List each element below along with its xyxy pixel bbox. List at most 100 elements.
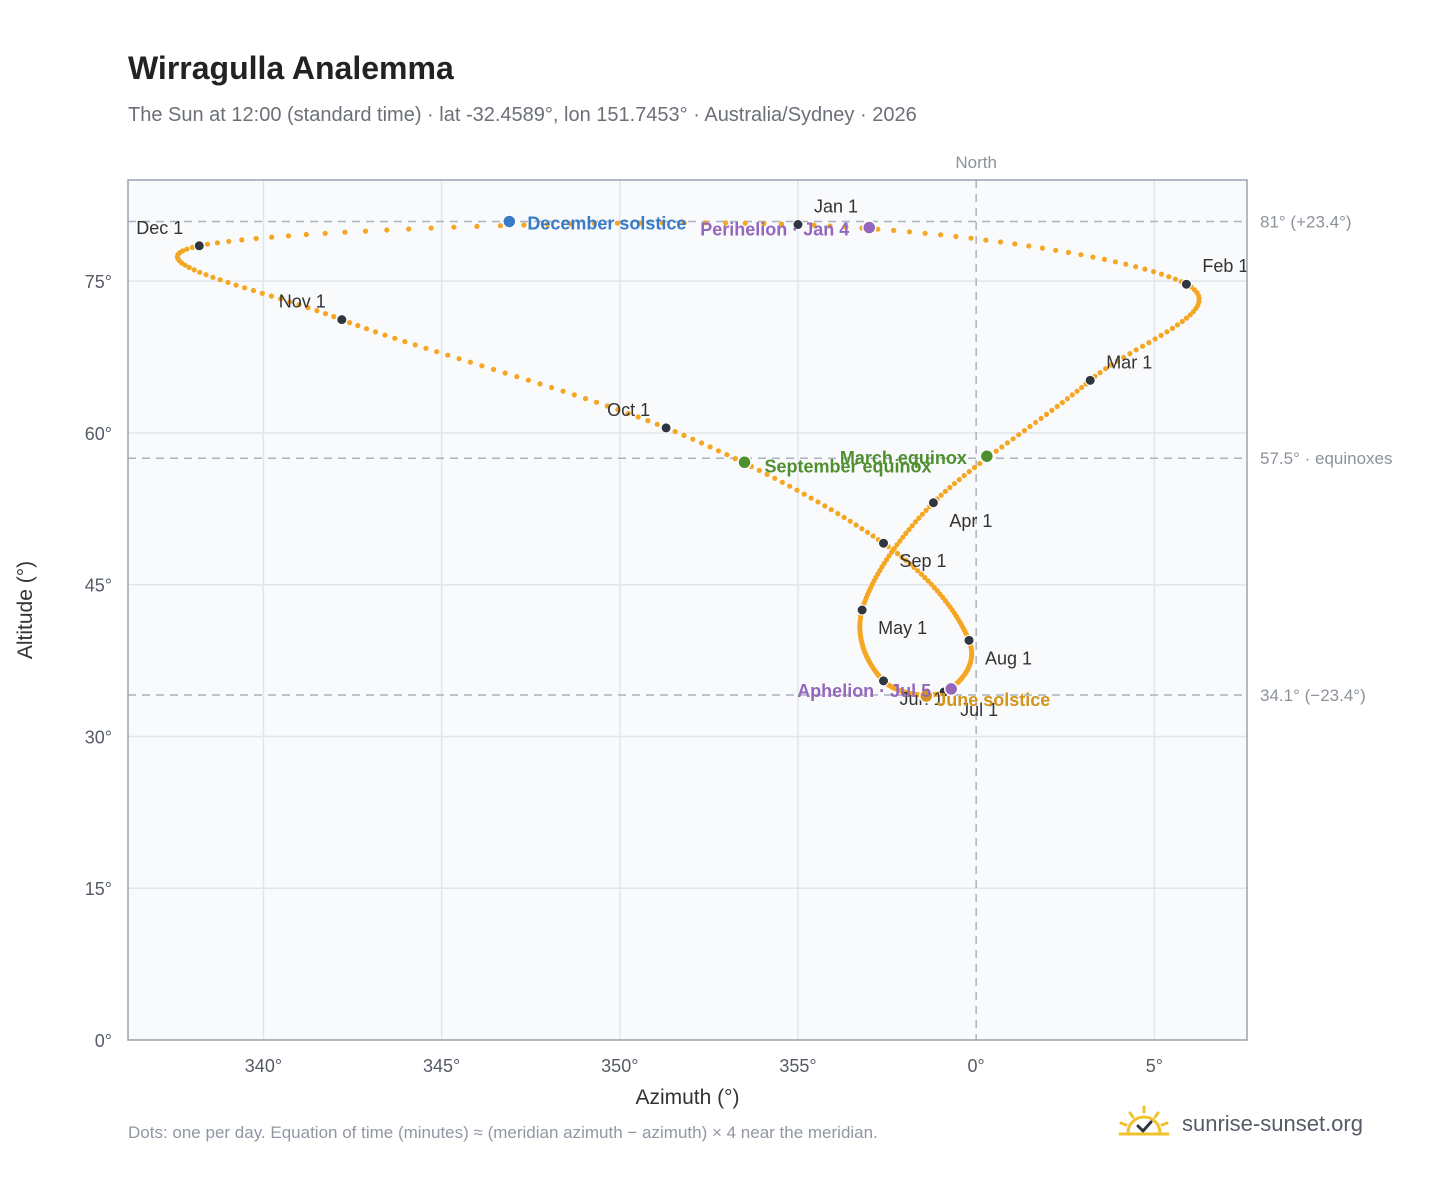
daily-dot [242, 285, 248, 291]
daily-dot [690, 436, 696, 442]
daily-dot [875, 226, 881, 232]
daily-dot [1074, 388, 1080, 394]
brand-name: sunrise-sunset.org [1182, 1111, 1363, 1136]
daily-dot [1112, 259, 1118, 265]
daily-dot [1090, 254, 1096, 260]
event-label: March equinox [840, 448, 967, 468]
daily-dot [903, 530, 909, 537]
reference-line-label: 81° (+23.4°) [1260, 212, 1352, 231]
daily-dot [843, 224, 849, 230]
daily-dot [1097, 370, 1103, 376]
daily-dot [983, 237, 989, 243]
daily-dot [815, 499, 821, 505]
daily-dot [1146, 340, 1152, 346]
daily-dot [226, 238, 232, 244]
daily-dot [204, 241, 211, 247]
daily-dot [925, 578, 931, 584]
daily-dot [1164, 329, 1170, 335]
daily-dot [593, 399, 600, 405]
daily-dot [1065, 249, 1072, 256]
daily-dot [382, 332, 388, 338]
daily-dot [392, 335, 398, 341]
daily-dot [1053, 247, 1059, 253]
daily-dot [521, 222, 527, 228]
daily-dot [1079, 384, 1085, 391]
daily-dot [406, 226, 412, 232]
daily-dot [314, 308, 320, 314]
footnote: Dots: one per day. Equation of time (min… [128, 1123, 878, 1142]
daily-dot [811, 222, 817, 228]
event-marker [737, 455, 752, 470]
month-marker [878, 537, 890, 549]
daily-dot [456, 356, 462, 362]
month-marker [660, 422, 672, 434]
daily-dot [544, 221, 551, 227]
event-marker [943, 681, 959, 697]
month-marker [193, 240, 205, 252]
daily-dot [778, 221, 785, 227]
daily-dot [968, 235, 974, 241]
month-label: Dec 1 [136, 218, 183, 238]
daily-dot [214, 240, 220, 246]
daily-dot [269, 234, 275, 240]
y-tick-label: 0° [95, 1031, 112, 1051]
daily-dot [1033, 419, 1039, 425]
daily-dot [938, 232, 944, 238]
y-tick-label: 15° [85, 879, 112, 899]
daily-dot [907, 561, 913, 567]
month-label: Sep 1 [900, 551, 947, 571]
month-label: Jul 1 [960, 700, 998, 720]
daily-dot [568, 221, 574, 227]
daily-dot [525, 377, 532, 383]
daily-dot [362, 228, 369, 234]
month-marker [856, 604, 868, 616]
daily-dot [1158, 332, 1164, 338]
daily-dot [1027, 423, 1033, 430]
y-tick-label: 30° [85, 727, 112, 747]
daily-dot [931, 585, 937, 591]
daily-dot [514, 374, 520, 380]
x-tick-label: 5° [1146, 1056, 1163, 1076]
daily-dot [916, 515, 922, 521]
daily-dot [384, 227, 390, 233]
reference-line-label: 57.5° · equinoxes [1260, 449, 1393, 468]
daily-dot [787, 483, 793, 489]
event-marker [919, 688, 934, 704]
daily-dot [654, 421, 660, 427]
brand[interactable]: sunrise-sunset.org [1118, 1102, 1363, 1146]
daily-dot [571, 392, 577, 398]
daily-dot [953, 233, 959, 240]
chart-title: Wirragulla Analemma [128, 50, 454, 86]
daily-dot [794, 487, 800, 493]
plot-area [128, 180, 1247, 1040]
daily-dot [928, 581, 934, 587]
daily-dot [764, 471, 770, 477]
daily-dot [911, 564, 917, 570]
y-axis-title: Altitude (°) [14, 561, 37, 659]
daily-dot [835, 510, 841, 517]
daily-dot [591, 220, 597, 227]
event-label: Perihelion · Jan 4 [700, 220, 849, 240]
daily-dot [853, 522, 859, 528]
daily-dot [756, 467, 762, 473]
daily-dot [372, 329, 379, 335]
daily-dot [886, 553, 892, 559]
daily-dot [1142, 266, 1148, 272]
daily-dot [922, 574, 928, 581]
daily-dot [1133, 264, 1139, 270]
daily-dot [635, 414, 641, 420]
daily-dot [184, 246, 190, 252]
daily-dot [899, 554, 905, 560]
daily-dot [479, 363, 485, 369]
daily-dot [672, 429, 678, 435]
daily-dot [1174, 322, 1181, 328]
daily-dot [847, 518, 853, 524]
daily-dot [1039, 245, 1045, 251]
daily-dot [1049, 407, 1055, 413]
daily-dot [303, 231, 309, 238]
daily-dot [919, 511, 926, 517]
daily-dot [977, 460, 983, 467]
daily-dot [285, 233, 292, 239]
month-marker [1084, 374, 1096, 386]
